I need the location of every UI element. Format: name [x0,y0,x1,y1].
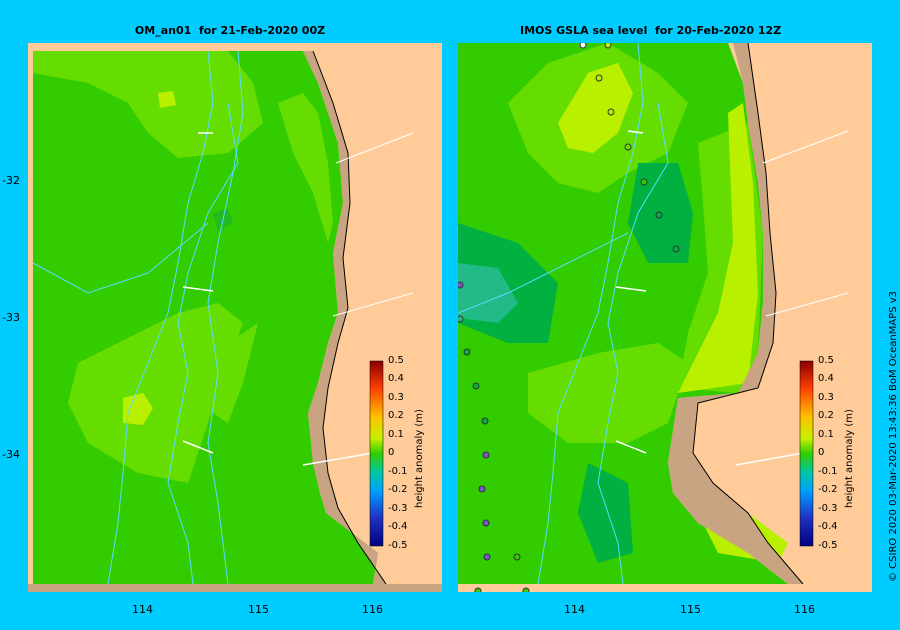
right-isobath-contour [597,102,669,585]
right-map-panel [458,43,872,592]
colorbar-label: -0.3 [818,503,838,514]
colorbar-label: -0.2 [388,484,408,495]
lon-tick-label: 114 [564,603,585,616]
colorbar-label: -0.1 [388,466,408,477]
left-anomaly-yellow-spot [123,393,153,425]
right-anomaly-yellow-zone [678,103,758,393]
colorbar-label: 0.1 [818,429,834,440]
lon-tick-label: 115 [680,603,701,616]
lon-tick-label: 116 [794,603,815,616]
left-map-title: OM_an01 for 21-Feb-2020 00Z [134,24,326,37]
right-coastline [692,43,804,585]
colorbar-label: 0.4 [388,373,404,384]
left-current-vector [302,452,374,466]
colorbar-label: 0 [818,447,825,458]
left-current-vector [332,292,414,317]
left-anomaly-light-zone [278,93,333,243]
left-anomaly-yellow-spot [158,91,176,108]
colorbar-label: -0.5 [388,540,408,551]
left-isobath-contour [207,50,244,585]
left-map-canvas [28,50,442,592]
right-current-vector [735,452,804,466]
right-anomaly-darker-zone [578,463,633,563]
colorbar-label: -0.4 [388,521,408,532]
colorbar-label: 0.2 [818,410,834,421]
colorbar-label: -0.2 [818,484,838,495]
lat-tick-label: -32 [2,174,20,187]
colorbar-label: -0.3 [388,503,408,514]
colorbar-label: -0.1 [818,466,838,477]
right-current-vector [762,130,849,164]
right-colorbar [799,360,814,547]
colorbar-title: height anomaly (m) [414,409,425,508]
colorbar-label: 0.5 [818,355,834,366]
colorbar-label: 0.1 [388,429,404,440]
lat-tick-label: -34 [2,448,20,461]
right-anomaly-yellow-zone [558,63,633,153]
colorbar-label: 0.5 [388,355,404,366]
colorbar-label: 0.3 [388,392,404,403]
right-isobath-contour [458,232,629,314]
colorbar-title: height anomaly (m) [844,409,855,508]
credit-line: © CSIRO 2020 03-Mar-2020 13:43:36 BoM Oc… [888,290,899,582]
lon-tick-label: 115 [248,603,269,616]
colorbar-label: -0.5 [818,540,838,551]
left-anomaly-light-zone [198,323,258,423]
right-current-vector [765,292,849,317]
right-altimeter-track-points [458,43,680,592]
lon-tick-label: 116 [362,603,383,616]
right-anomaly-light-zone [528,343,688,443]
right-current-vector [615,286,647,292]
colorbar-label: -0.4 [818,521,838,532]
left-map-panel [28,43,442,592]
left-isobath-contour [107,50,214,585]
left-shelf-edge [303,51,386,584]
right-isobath-contour [537,43,644,585]
lon-tick-label: 114 [132,603,153,616]
lat-tick-label: -33 [2,311,20,324]
left-anomaly-light-zone [33,51,263,158]
left-current-vector [335,132,414,164]
colorbar-label: 0.3 [818,392,834,403]
left-colorbar [369,360,384,547]
right-current-vector [615,440,647,454]
left-isobath-contour [167,102,239,585]
left-current-vector [182,440,214,454]
right-anomaly-teal-zone [458,263,518,323]
left-coastline [312,50,387,585]
right-map-title: IMOS GSLA sea level for 20-Feb-2020 12Z [520,24,782,37]
right-map-canvas [458,43,849,592]
colorbar-label: 0.2 [388,410,404,421]
colorbar-label: 0.4 [818,373,834,384]
right-current-vector [627,130,644,134]
colorbar-label: 0 [388,447,395,458]
left-anomaly-light-zone [68,303,243,483]
left-isobath-contour [32,222,209,294]
left-current-vector [182,286,214,292]
